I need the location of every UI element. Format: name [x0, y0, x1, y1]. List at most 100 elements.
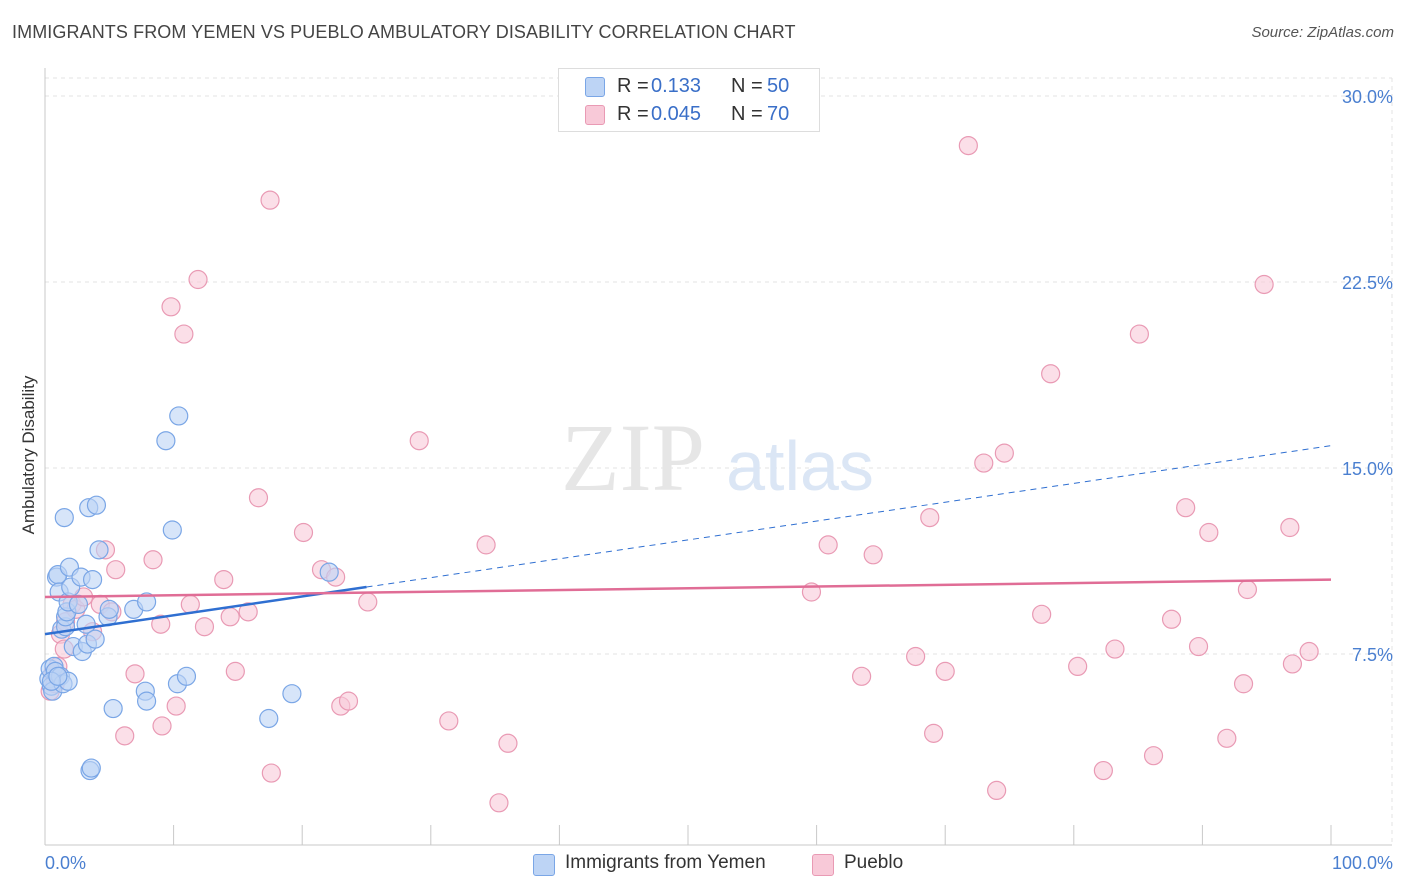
data-point-pueblo	[1032, 604, 1052, 624]
data-point-pueblo	[106, 560, 126, 580]
data-point-yemen	[136, 691, 157, 711]
data-point-pueblo	[1217, 728, 1237, 748]
data-point-pueblo	[1068, 656, 1088, 677]
legend-label-pueblo: Pueblo	[844, 852, 904, 873]
data-point-yemen	[85, 629, 105, 649]
data-point-pueblo	[987, 780, 1007, 801]
legend-label-yemen: Immigrants from Yemen	[565, 852, 766, 873]
data-point-pueblo	[1188, 636, 1209, 657]
n-value: 70	[767, 103, 790, 125]
legend-swatch-pueblo	[812, 854, 834, 876]
trend-layer	[44, 445, 1332, 636]
data-point-yemen	[162, 520, 182, 540]
series-legend: Immigrants from Yemen Pueblo	[0, 852, 1406, 878]
watermark-atlas: atlas	[726, 427, 874, 505]
data-point-pueblo	[152, 716, 172, 736]
data-point-pueblo	[166, 696, 186, 716]
data-point-pueblo	[293, 522, 314, 543]
trend-line-pueblo	[44, 578, 1332, 599]
data-point-pueblo	[1143, 746, 1164, 766]
data-point-yemen	[68, 594, 89, 615]
r-value: 0.045	[651, 103, 702, 125]
data-point-pueblo	[1199, 522, 1219, 543]
data-point-pueblo	[924, 723, 944, 743]
data-point-yemen	[156, 431, 176, 451]
watermark-zip: ZIP	[561, 404, 705, 511]
y-tick-label: 7.5%	[1352, 645, 1393, 665]
data-point-yemen	[282, 684, 302, 704]
data-point-pueblo	[161, 297, 181, 317]
chart-title: IMMIGRANTS FROM YEMEN VS PUEBLO AMBULATO…	[12, 22, 796, 42]
y-tick-label: 30.0%	[1342, 87, 1393, 107]
data-point-pueblo	[214, 569, 234, 590]
data-point-pueblo	[1093, 760, 1113, 781]
data-point-pueblo	[194, 617, 215, 637]
n-label: N =	[731, 75, 763, 97]
r-value: 0.133	[651, 75, 702, 97]
r-label: R =	[617, 103, 649, 125]
trend-line-yemen-extension	[366, 445, 1332, 588]
r-label: R =	[617, 75, 649, 97]
data-point-pueblo	[476, 535, 496, 555]
data-point-yemen	[81, 758, 101, 778]
grid-layer	[45, 77, 1393, 845]
n-value: 50	[767, 75, 790, 97]
data-point-yemen	[54, 507, 74, 528]
axis-layer	[44, 68, 1392, 846]
data-point-pueblo	[358, 592, 378, 612]
data-point-pueblo	[1161, 609, 1182, 629]
data-point-yemen	[259, 708, 279, 729]
data-point-pueblo	[1299, 641, 1319, 662]
data-point-pueblo	[188, 269, 208, 290]
data-point-pueblo	[935, 661, 955, 681]
data-point-yemen	[169, 406, 189, 426]
data-point-yemen	[103, 698, 123, 719]
source-label: Source: ZipAtlas.com	[1251, 24, 1394, 41]
data-point-pueblo	[260, 190, 280, 210]
data-point-yemen	[136, 592, 157, 612]
data-point-yemen	[176, 666, 197, 686]
data-point-yemen	[82, 569, 103, 590]
data-point-yemen	[86, 495, 107, 515]
watermark: ZIP atlas	[561, 404, 874, 511]
legend-swatch-pueblo	[585, 105, 605, 125]
data-point-yemen	[48, 666, 68, 686]
data-point-pueblo	[906, 646, 926, 667]
data-point-pueblo	[261, 763, 281, 783]
data-point-pueblo	[409, 431, 429, 451]
data-point-pueblo	[1254, 274, 1274, 295]
data-point-pueblo	[225, 661, 245, 681]
n-label: N =	[731, 103, 763, 125]
legend-swatch-yemen	[533, 854, 555, 876]
data-point-yemen	[89, 540, 109, 560]
data-point-pueblo	[994, 443, 1014, 463]
data-point-pueblo	[143, 550, 163, 570]
data-point-pueblo	[248, 488, 269, 508]
data-point-pueblo	[151, 614, 171, 634]
data-point-pueblo	[1129, 324, 1149, 344]
data-point-pueblo	[920, 507, 940, 528]
tick-label-layer: 7.5% 15.0% 22.5% 30.0% 0.0% 100.0%	[45, 87, 1393, 873]
legend-swatch-yemen	[585, 77, 605, 97]
data-point-pueblo	[852, 666, 872, 686]
data-point-yemen	[319, 562, 339, 582]
data-point-pueblo	[974, 453, 994, 473]
data-point-pueblo	[439, 711, 459, 731]
correlation-legend: R = 0.133 N = 50 R = 0.045 N = 70	[558, 68, 820, 132]
y-tick-label: 15.0%	[1342, 459, 1393, 479]
data-point-pueblo	[338, 691, 359, 711]
data-point-pueblo	[1280, 517, 1300, 538]
data-point-pueblo	[498, 733, 518, 753]
trend-line-yemen	[44, 585, 367, 636]
data-point-pueblo	[125, 664, 145, 684]
data-point-pueblo	[220, 607, 240, 627]
x-tick-label: 0.0%	[45, 853, 86, 873]
data-point-pueblo	[238, 602, 258, 622]
data-point-pueblo	[1282, 654, 1303, 674]
data-point-yemen	[99, 599, 119, 619]
legend-row-yemen: R = 0.133 N = 50	[559, 73, 819, 101]
data-point-pueblo	[1041, 364, 1061, 384]
x-tick-label: 100.0%	[1332, 853, 1393, 873]
data-point-pueblo	[115, 726, 135, 746]
